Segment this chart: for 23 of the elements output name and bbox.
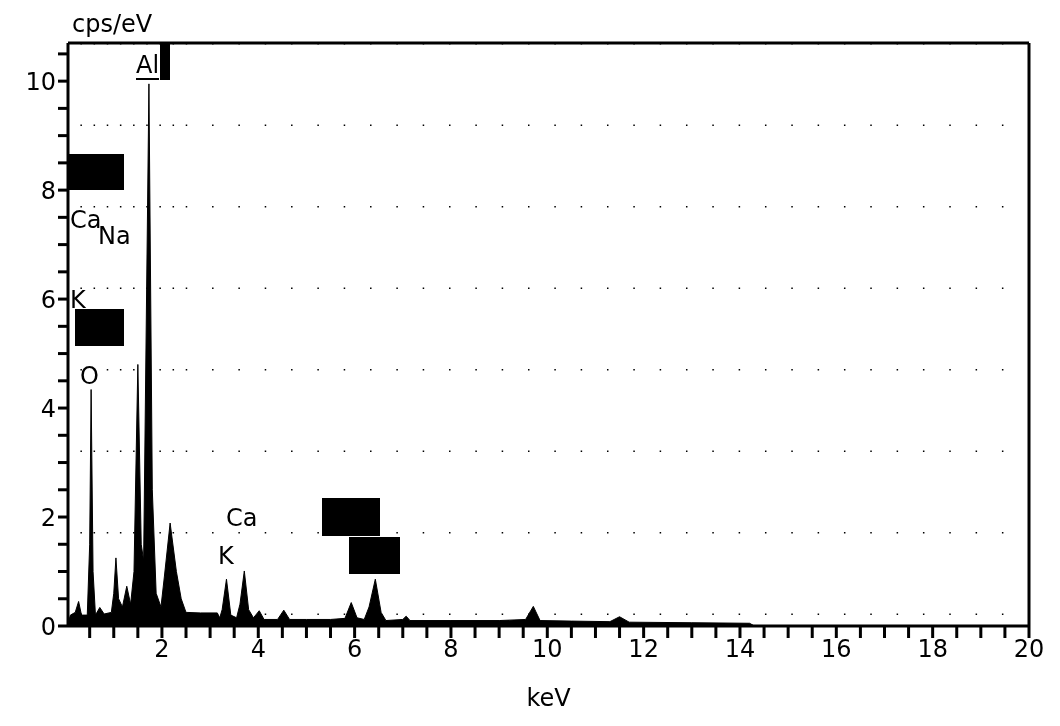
x-tick-label: 14 — [724, 635, 756, 664]
x-tick-label: 10 — [532, 635, 563, 664]
y-tick-label: 8 — [40, 176, 56, 205]
x-tick-label: 6 — [346, 635, 363, 664]
annotation: Ca — [226, 504, 258, 532]
annotation: Al — [136, 51, 160, 80]
x-tick-label: 16 — [821, 635, 852, 664]
annotation: K — [218, 542, 234, 570]
y-tick-label: 2 — [40, 503, 56, 532]
x-tick-label: 20 — [1013, 635, 1045, 664]
x-axis-title: keV — [526, 684, 572, 712]
y-tick-label: 4 — [40, 394, 56, 423]
y-tick-label: 6 — [40, 285, 56, 314]
y-tick-label: 10 — [25, 67, 56, 96]
x-tick-label: 18 — [917, 635, 948, 664]
annotation: K — [70, 286, 86, 314]
x-tick-label: 8 — [443, 635, 459, 664]
x-tick-label: 4 — [250, 635, 266, 664]
y-tick-label: 0 — [40, 612, 56, 641]
annotation: O — [80, 362, 99, 390]
y-axis-title: cps/eV — [72, 10, 153, 38]
x-tick-label: 12 — [628, 635, 659, 664]
x-tick-label: 2 — [154, 635, 170, 664]
